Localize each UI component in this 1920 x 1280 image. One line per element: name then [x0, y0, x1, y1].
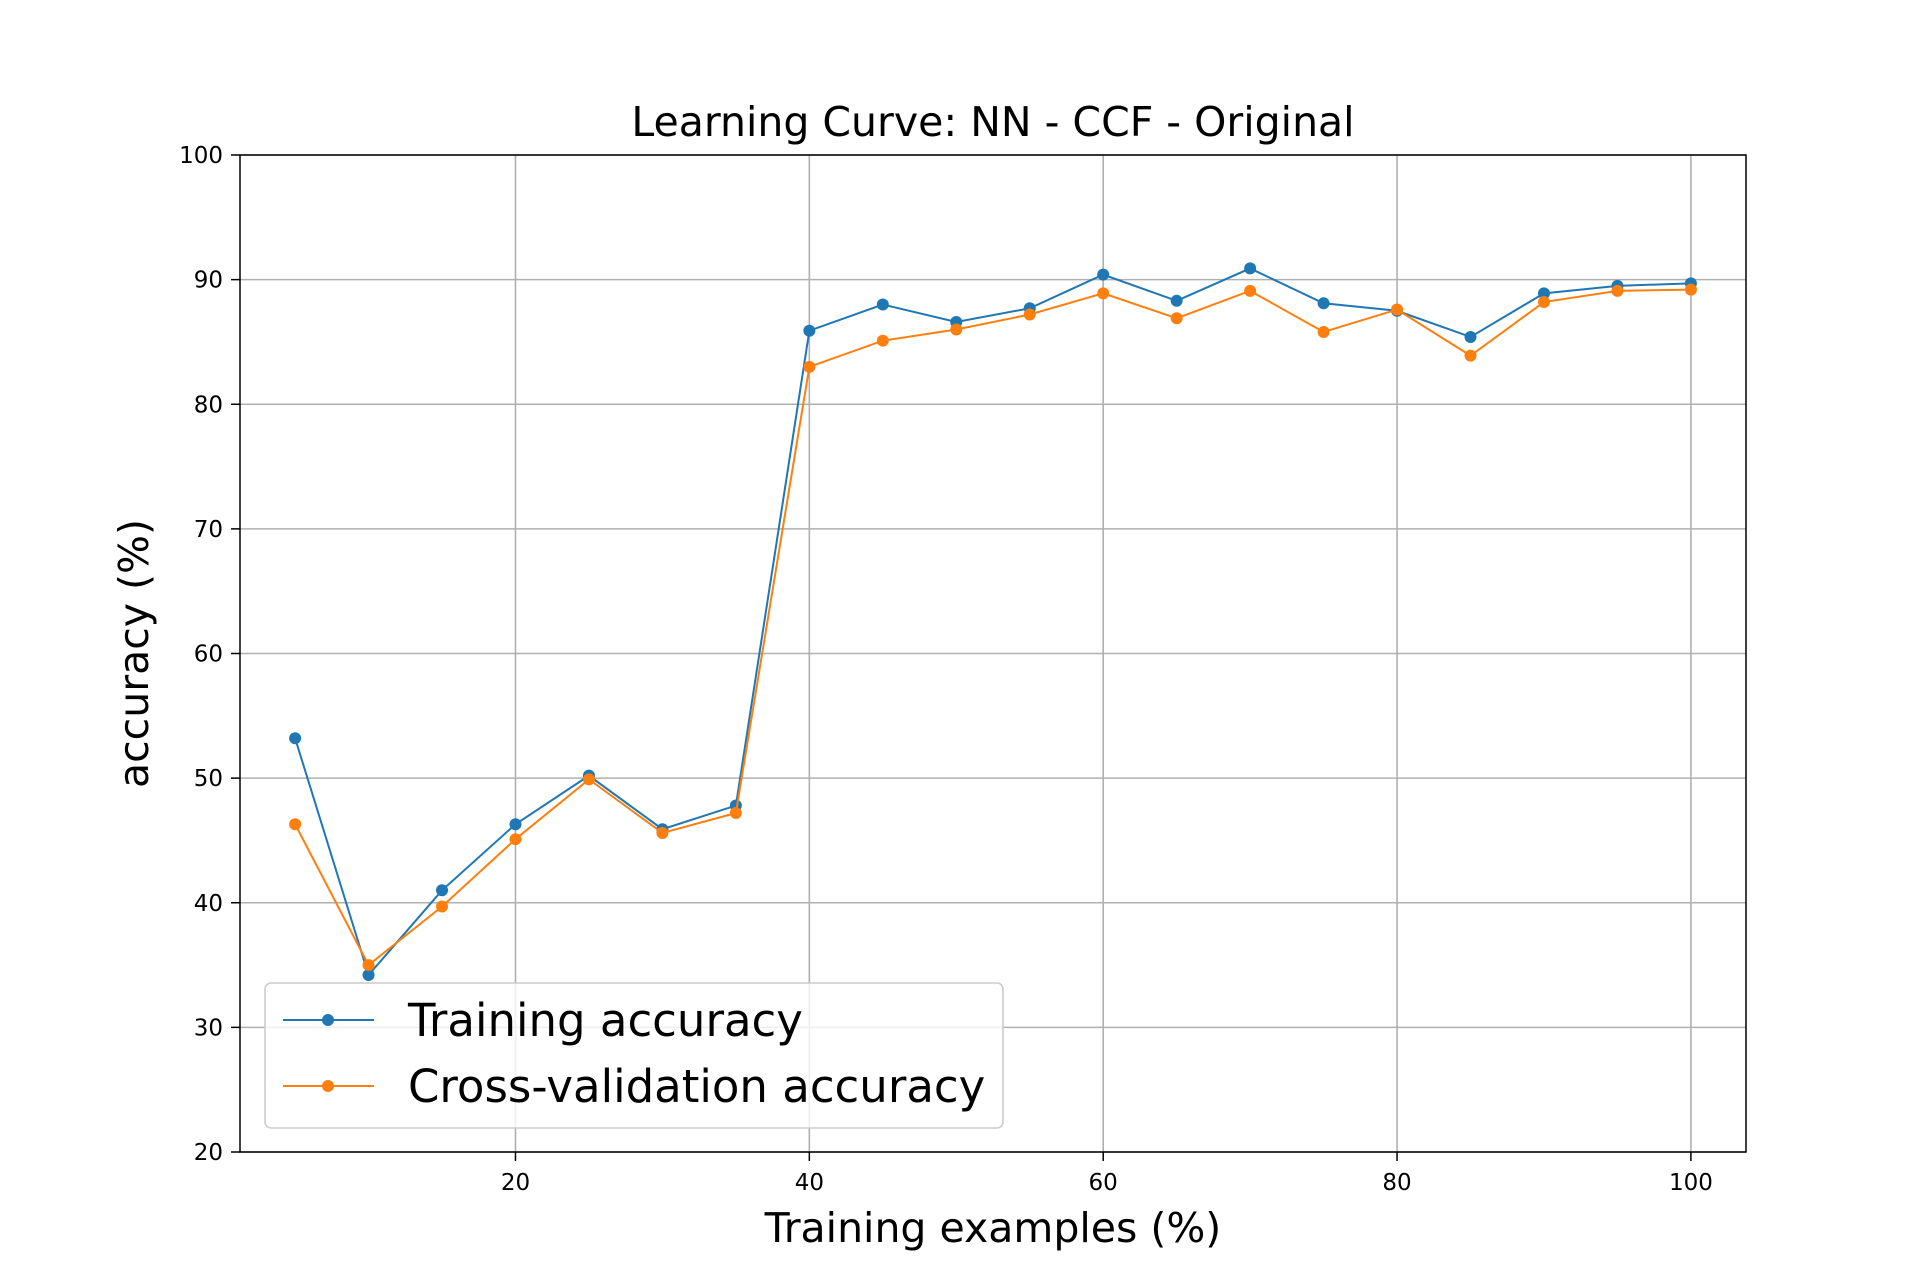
y-tick-label: 80: [194, 392, 223, 418]
chart-title: Learning Curve: NN - CCF - Original: [631, 98, 1354, 146]
data-point: [876, 334, 889, 347]
data-point: [1170, 312, 1183, 325]
legend-label: Cross-validation accuracy: [408, 1060, 985, 1113]
series-line: [294, 288, 1691, 967]
series-layer: [289, 262, 1697, 982]
legend-item: Cross-validation accuracy: [283, 1060, 985, 1113]
x-tick-label: 20: [501, 1170, 530, 1196]
data-point: [1611, 284, 1624, 297]
x-tick-label: 100: [1669, 1170, 1713, 1196]
y-tick-label: 50: [194, 766, 223, 792]
y-tick-label: 20: [194, 1140, 223, 1166]
y-tick-label: 30: [194, 1015, 223, 1041]
data-point: [950, 323, 963, 336]
series-line: [294, 267, 1691, 978]
data-point: [362, 959, 375, 972]
legend: Training accuracy Cross-validation accura…: [264, 982, 1004, 1129]
x-tick-label: 60: [1089, 1170, 1118, 1196]
data-point: [1023, 308, 1036, 321]
x-axis-label: Training examples (%): [764, 1204, 1222, 1252]
legend-label: Training accuracy: [407, 994, 803, 1047]
data-point: [803, 324, 816, 337]
data-point: [1537, 296, 1550, 309]
data-point: [1244, 284, 1257, 297]
data-point: [289, 818, 302, 831]
data-point: [1464, 330, 1477, 343]
y-tick-label: 70: [194, 517, 223, 543]
data-point: [1170, 294, 1183, 307]
data-point: [656, 826, 669, 839]
data-point: [1097, 268, 1110, 281]
data-point: [1684, 283, 1697, 296]
x-tick-label: 40: [795, 1170, 824, 1196]
data-point: [1317, 325, 1330, 338]
data-point: [362, 969, 375, 982]
legend-box: [264, 982, 1004, 1129]
data-point: [582, 773, 595, 786]
data-point: [1537, 287, 1550, 300]
data-point: [803, 360, 816, 373]
y-tick-label: 40: [194, 891, 223, 917]
y-axis-label: accuracy (%): [110, 519, 158, 788]
legend-marker: [322, 1080, 334, 1092]
data-point: [729, 807, 742, 820]
x-tick-label: 80: [1382, 1170, 1411, 1196]
y-tick-label: 60: [194, 642, 223, 668]
data-point: [436, 900, 449, 913]
data-point: [509, 818, 522, 831]
legend-marker: [322, 1014, 334, 1026]
axis-ticks: 20 40 60 80 100 20 30 40 50 60 70 80 90 100: [179, 143, 1713, 1196]
data-point: [1317, 297, 1330, 310]
data-point: [876, 298, 889, 311]
data-point: [509, 833, 522, 846]
series-cross-validation-accuracy: [289, 283, 1697, 972]
data-point: [1391, 303, 1404, 316]
y-tick-label: 100: [179, 143, 223, 169]
legend-item: Training accuracy: [283, 994, 803, 1047]
data-point: [1097, 287, 1110, 300]
y-tick-label: 90: [194, 268, 223, 294]
data-point: [289, 732, 302, 745]
series-training-accuracy: [289, 262, 1697, 982]
data-point: [1464, 349, 1477, 362]
data-point: [1244, 262, 1257, 275]
data-point: [436, 884, 449, 897]
